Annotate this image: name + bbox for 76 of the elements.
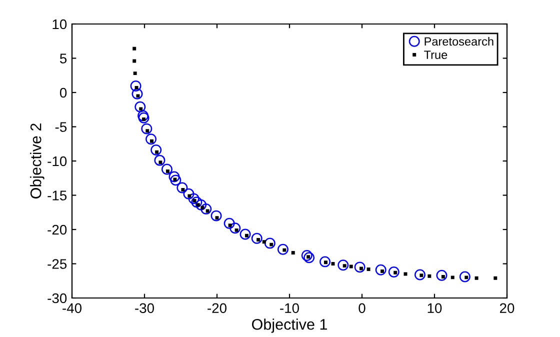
point <box>240 228 251 240</box>
point <box>450 276 454 280</box>
y-tick-label: -30 <box>48 293 67 304</box>
y-tick-label: -15 <box>48 190 67 200</box>
x-tick-label: -40 <box>62 303 82 314</box>
y-axis-title: Objective 2 <box>30 124 44 198</box>
legend-label: Paretosearch <box>424 36 494 46</box>
point <box>428 274 432 278</box>
point <box>181 188 185 192</box>
y-tick-label: 0 <box>60 88 67 98</box>
point <box>349 264 353 268</box>
point <box>158 160 162 164</box>
point <box>141 123 152 134</box>
point <box>388 266 400 278</box>
x-axis-title: Objective 1 <box>252 318 327 333</box>
point <box>196 199 207 210</box>
point <box>150 144 162 156</box>
point <box>291 251 295 255</box>
point <box>176 182 188 194</box>
point <box>132 59 136 63</box>
point <box>304 252 315 264</box>
point <box>366 267 370 271</box>
point <box>301 250 312 262</box>
x-tick-label: 10 <box>428 303 442 314</box>
point <box>404 272 408 276</box>
x-tick-label: 20 <box>500 303 514 314</box>
x-tick-label: -30 <box>135 303 154 314</box>
point <box>459 271 470 282</box>
point <box>228 224 232 228</box>
point <box>161 164 172 175</box>
point <box>134 101 146 112</box>
point <box>200 206 204 210</box>
x-tick-label: -20 <box>208 303 226 314</box>
y-tick-label: -10 <box>48 156 67 166</box>
point <box>230 222 241 234</box>
point <box>191 196 202 208</box>
point <box>188 194 192 198</box>
point <box>210 210 222 222</box>
point <box>139 107 143 111</box>
x-tick-label: -10 <box>280 303 299 314</box>
point <box>277 244 288 255</box>
legend-label: True <box>424 50 448 60</box>
point <box>196 203 200 207</box>
point <box>264 238 276 249</box>
point <box>154 154 166 166</box>
point <box>170 174 182 186</box>
y-tick-label: -5 <box>55 122 67 132</box>
point <box>215 216 219 220</box>
point <box>436 270 448 281</box>
point <box>354 262 366 273</box>
y-tick-label: 5 <box>60 54 67 64</box>
point <box>224 218 235 229</box>
point <box>494 276 498 280</box>
point <box>146 129 150 133</box>
point <box>414 269 426 280</box>
point <box>132 88 143 100</box>
point <box>168 171 180 182</box>
point <box>183 188 194 200</box>
point <box>320 256 331 268</box>
point <box>474 276 478 280</box>
point <box>188 193 200 204</box>
y-tick-label: -25 <box>48 259 67 269</box>
point <box>146 134 157 145</box>
point <box>331 262 335 266</box>
point <box>133 72 137 76</box>
y-tick-label: -20 <box>48 224 67 235</box>
x-tick-label: 0 <box>358 303 366 314</box>
point <box>262 240 266 244</box>
point <box>132 46 136 50</box>
point <box>166 170 170 174</box>
point <box>200 203 212 214</box>
point <box>375 264 386 276</box>
point <box>251 232 262 244</box>
point <box>338 260 349 271</box>
point <box>130 80 142 92</box>
y-tick-label: 10 <box>52 19 67 30</box>
